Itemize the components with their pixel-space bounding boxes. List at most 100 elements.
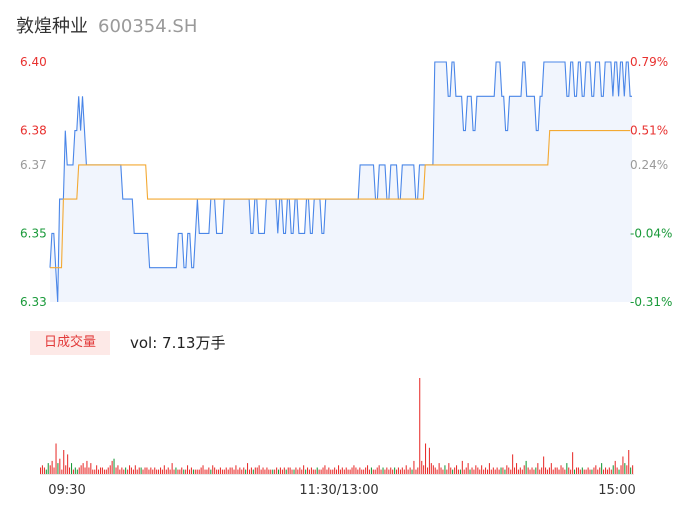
volume-bar [74, 467, 76, 474]
volume-bar [146, 467, 148, 474]
volume-bar [345, 467, 347, 474]
volume-bar [121, 467, 123, 474]
volume-bar [380, 469, 382, 474]
volume-bar [132, 469, 134, 474]
volume-bar [101, 467, 103, 474]
volume-bar [92, 469, 94, 474]
volume-bar [278, 469, 280, 474]
volume-bar [84, 467, 86, 474]
volume-bar [138, 467, 140, 474]
volume-bar [189, 469, 191, 474]
volume-bar [407, 469, 409, 474]
volume-bar [129, 465, 131, 474]
volume-bar [504, 469, 506, 474]
y-tick-pct-1: 0.51% [630, 124, 668, 138]
volume-bar [382, 467, 384, 474]
volume-bar [610, 469, 612, 474]
y-tick-pct-2: 0.24% [630, 158, 668, 172]
volume-bar [198, 469, 200, 474]
volume-bar [233, 469, 235, 474]
volume-bar [583, 469, 585, 474]
volume-bar [386, 467, 388, 474]
volume-bar [115, 467, 117, 474]
volume-bar [601, 463, 603, 474]
volume-bar [272, 469, 274, 474]
volume-bar [595, 465, 597, 474]
volume-bar [144, 467, 146, 474]
volume-bar [158, 469, 160, 474]
volume-bar [289, 467, 291, 474]
volume-bar [98, 469, 100, 474]
y-tick-pct-3: -0.04% [630, 226, 672, 240]
volume-bar [171, 463, 173, 474]
volume-bar [200, 467, 202, 474]
volume-bar [241, 469, 243, 474]
volume-bar [473, 469, 475, 474]
volume-bar [303, 465, 305, 474]
volume-bar [167, 467, 169, 474]
volume-bar [105, 469, 107, 474]
volume-bar [308, 469, 310, 474]
volume-bar [566, 463, 568, 474]
volume-bar [558, 469, 560, 474]
volume-bar [523, 465, 525, 474]
volume-tab[interactable]: 日成交量 [30, 331, 110, 355]
volume-bar [576, 467, 578, 474]
volume-bar [357, 469, 359, 474]
volume-bar [537, 463, 539, 474]
volume-bar [432, 465, 434, 474]
volume-bar [86, 460, 88, 474]
volume-bar [403, 469, 405, 474]
volume-bar [525, 460, 527, 474]
volume-bar [214, 467, 216, 474]
volume-bar [268, 469, 270, 474]
volume-bar [411, 469, 413, 474]
volume-bar [577, 467, 579, 474]
y-tick-price-0: 6.40 [20, 55, 47, 69]
volume-bar [264, 469, 266, 474]
volume-bar [45, 469, 47, 474]
volume-bar [467, 463, 469, 474]
volume-bar [225, 467, 227, 474]
volume-bar [328, 467, 330, 474]
volume-bar [204, 469, 206, 474]
volume-bar [585, 469, 587, 474]
volume-bar [297, 469, 299, 474]
volume-bar [632, 465, 634, 474]
volume-bar [500, 467, 502, 474]
x-tick-0: 09:30 [48, 483, 85, 498]
volume-bar [533, 469, 535, 474]
volume-bar [543, 456, 545, 474]
volume-bar [392, 469, 394, 474]
volume-bar [152, 469, 154, 474]
volume-bar [179, 469, 181, 474]
volume-bar [409, 467, 411, 474]
volume-bar [266, 467, 268, 474]
volume-bar [279, 467, 281, 474]
volume-bar [148, 469, 150, 474]
volume-bar [419, 378, 421, 474]
volume-bar [620, 465, 622, 474]
volume-bar [498, 469, 500, 474]
volume-bar [274, 469, 276, 474]
volume-bar [477, 467, 479, 474]
volume-bar [161, 469, 163, 474]
volume-bar [295, 467, 297, 474]
volume-bar [235, 465, 237, 474]
volume-bar [469, 469, 471, 474]
volume-bar [562, 467, 564, 474]
volume-bar [564, 469, 566, 474]
volume-bar [287, 467, 289, 474]
volume-bar [496, 467, 498, 474]
y-tick-price-3: 6.35 [20, 226, 47, 240]
volume-bar [78, 467, 80, 474]
volume-bar [219, 467, 221, 474]
volume-bar [190, 467, 192, 474]
volume-bar [427, 467, 429, 474]
volume-bar [281, 469, 283, 474]
volume-bar [291, 469, 293, 474]
volume-bar [579, 469, 581, 474]
volume-bar [130, 467, 132, 474]
volume-bar [353, 465, 355, 474]
volume-bar [216, 469, 218, 474]
